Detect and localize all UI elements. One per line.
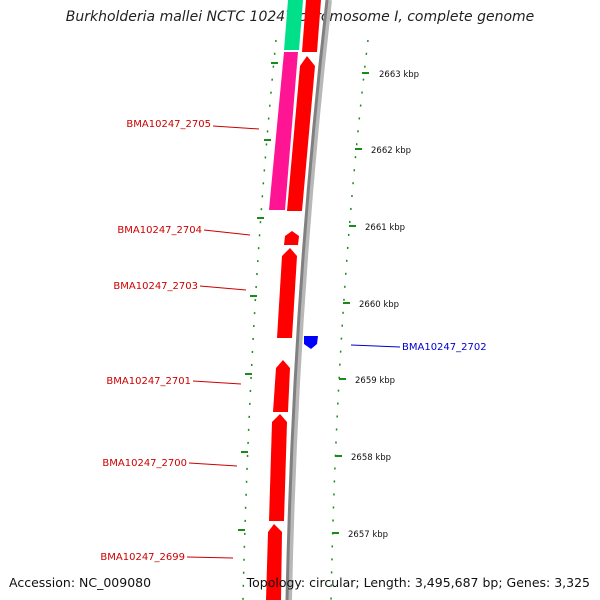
tick-label: 2659 kbp [355,376,395,386]
ruler-tick: 2662 kbp [355,146,411,156]
gene-bma10247-2700-arrow [269,414,287,521]
gene-label-2700: BMA10247_2700 [102,458,238,469]
gene-label-text: BMA10247_2701 [106,376,191,387]
ruler-tick: 2657 kbp [332,530,388,540]
gene-bma10247-2705-arrow [269,52,298,210]
gene-label-text: BMA10247_2699 [100,552,185,563]
gene-label-text: BMA10247_2702 [402,342,487,353]
gene-bma10247-2702-arrow [304,336,318,349]
ruler-tick: 2659 kbp [339,376,395,386]
gene-label-2699: BMA10247_2699 [100,552,234,563]
ruler: 2663 kbp 2662 kbp 2661 kbp 2660 kbp 2659… [332,70,419,540]
tick-label: 2662 kbp [371,146,411,156]
gene-labels: BMA10247_2705 BMA10247_2704 BMA10247_270… [100,119,486,563]
gene-label-text: BMA10247_2700 [102,458,187,469]
gene-label-text: BMA10247_2704 [117,225,202,236]
tick-label: 2657 kbp [348,530,388,540]
tick-label: 2663 kbp [379,70,419,80]
gene-red-long [287,56,315,211]
gene-bma10247-2701-arrow [273,360,290,412]
ruler-tick: 2658 kbp [335,453,391,463]
outer-track-dots [330,39,369,600]
gene-green-feature [284,0,303,50]
ruler-tick: 2660 kbp [343,300,399,310]
gene-label-2701: BMA10247_2701 [106,376,242,387]
gene-label-2702: BMA10247_2702 [350,342,487,353]
genome-summary-text: Topology: circular; Length: 3,495,687 bp… [246,575,590,590]
tick-label: 2658 kbp [351,453,391,463]
gene-label-text: BMA10247_2703 [113,281,198,292]
tick-label: 2661 kbp [365,223,405,233]
gene-label-2705: BMA10247_2705 [126,119,260,130]
gene-bma10247-2704-arrow [284,231,299,245]
backbone-shadow [286,0,332,600]
left-track-dashes [238,62,278,531]
tick-label: 2660 kbp [359,300,399,310]
ruler-tick: 2663 kbp [362,70,419,80]
backbone [285,0,329,600]
accession-text: Accession: NC_009080 [9,575,152,590]
gene-label-2703: BMA10247_2703 [113,281,247,292]
gene-bma10247-2703-arrow [277,248,297,338]
gene-label-text: BMA10247_2705 [126,119,211,130]
gene-red-top [302,0,321,52]
ruler-tick: 2661 kbp [349,223,405,233]
gene-label-2704: BMA10247_2704 [117,225,251,236]
gene-features [266,0,321,600]
gene-bma10247-2699-arrow [266,524,282,600]
